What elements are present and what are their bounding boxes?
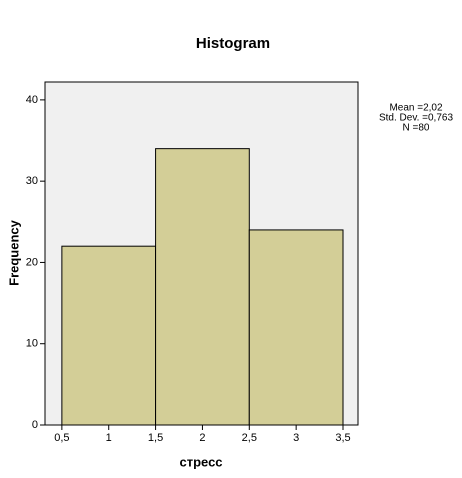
y-tick-label: 0 [32,419,38,431]
y-tick-label: 10 [26,338,38,350]
annotation: Mean =2,02 [389,103,443,114]
x-tick-label: 0,5 [54,432,69,444]
x-tick-label: 3,5 [335,432,350,444]
bar [61,245,157,426]
y-tick-label: 40 [26,94,38,106]
annotation: N =80 [403,123,430,134]
x-tick-label: 2 [199,432,205,444]
y-tick-label: 20 [26,256,38,268]
bar [248,229,344,426]
x-tick-label: 1,5 [148,432,163,444]
x-tick-label: 1 [106,432,112,444]
x-tick-label: 2,5 [242,432,257,444]
x-axis-label: стресс [179,454,222,469]
y-tick-label: 30 [26,175,38,187]
chart-title: Histogram [196,35,270,52]
x-tick-label: 3 [293,432,299,444]
y-axis-label: Frequency [6,219,21,286]
annotation: Std. Dev. =0,763 [379,113,453,124]
bar [155,148,250,426]
